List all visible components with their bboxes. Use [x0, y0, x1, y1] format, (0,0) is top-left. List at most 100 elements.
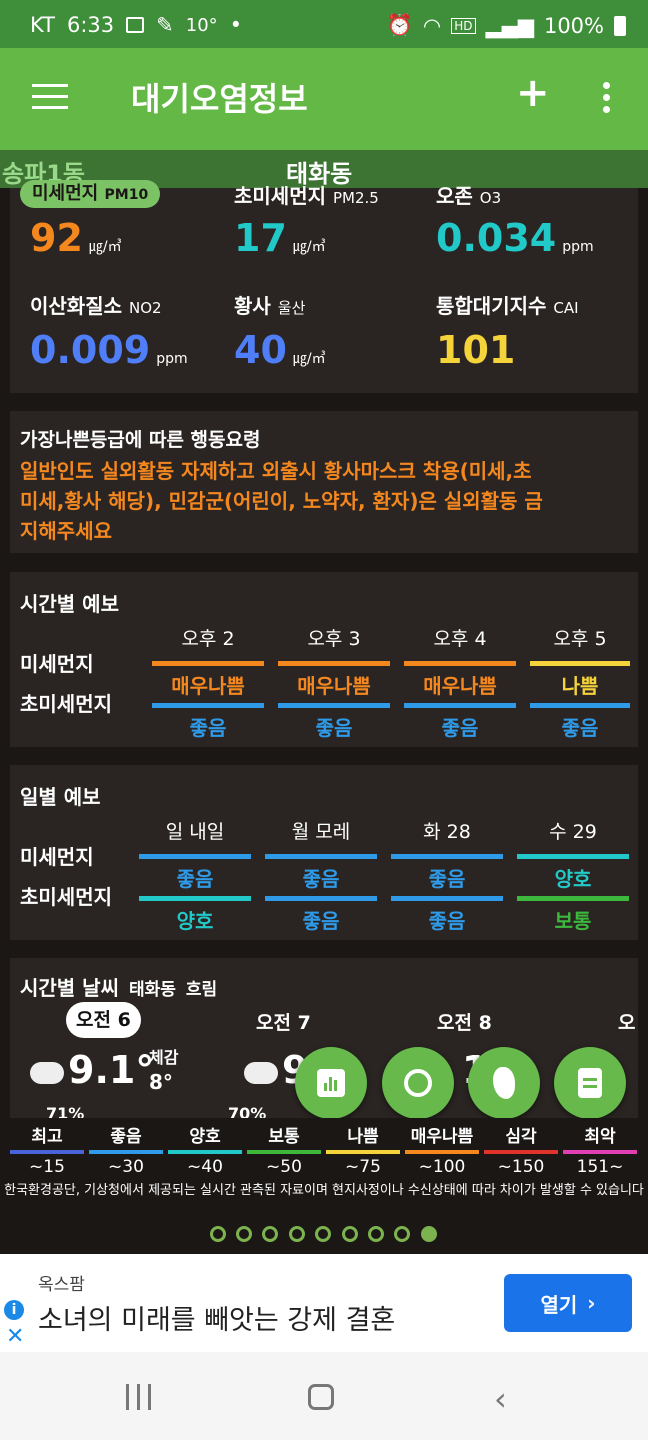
legend-item: 매우나쁨 ~100 [405, 1122, 479, 1177]
alarm-icon: ⏰ [386, 13, 413, 37]
legend-item: 좋음 ~30 [89, 1122, 163, 1177]
feels-like-label: 체감 [149, 1048, 179, 1067]
more-options-icon[interactable] [603, 82, 611, 113]
cloud-icon [244, 1062, 278, 1084]
korea-map-icon [493, 1067, 515, 1099]
page-indicator-dot[interactable] [210, 1226, 226, 1242]
ad-open-button[interactable]: 열기 › [504, 1274, 632, 1332]
pollutant-card: 미세먼지 PM10 초미세먼지 PM2.5 오존 O3 92 ㎍/㎥ 17 ㎍/㎥ … [10, 180, 638, 393]
page-indicator-dot[interactable] [394, 1226, 410, 1242]
ad-brand: 옥스팜 [38, 1275, 85, 1295]
hourly-col-3: 오후 5 나쁨 좋음 [530, 624, 630, 741]
hour-chip[interactable]: 오전 8 [437, 1012, 492, 1034]
battery-percent: 100% [543, 13, 604, 38]
clock: 6:33 [66, 13, 115, 37]
cai-label: 통합대기지수 CAI [436, 294, 579, 318]
legend-item: 심각 ~150 [484, 1122, 558, 1177]
gallery-icon [126, 17, 145, 33]
chart-button[interactable] [295, 1047, 367, 1119]
hour-chip[interactable]: 오전 7 [256, 1012, 311, 1034]
advice-title: 가장나쁜등급에 따른 행동요령 [20, 429, 261, 451]
page-indicator-dot[interactable] [236, 1226, 252, 1242]
leaf-icon: ✎ [156, 13, 174, 37]
korea-map-button[interactable] [468, 1047, 540, 1119]
app-bar: 대기오염정보 + [0, 48, 648, 150]
daily-col-0: 일 내일 좋음 양호 [139, 817, 251, 934]
row-label-pm25: 초미세먼지 [20, 692, 112, 716]
pm25-label: 초미세먼지 PM2.5 [234, 184, 379, 208]
ad-close-icon[interactable]: ✕ [6, 1324, 25, 1349]
page-indicator-dot[interactable] [289, 1226, 305, 1242]
legend-item: 최고 ~15 [10, 1122, 84, 1177]
hourly-col-1: 오후 3 매우나쁨 좋음 [278, 624, 390, 741]
hourly-forecast-title: 시간별 예보 [20, 592, 119, 616]
legend-item: 나쁨 ~75 [326, 1122, 400, 1177]
ad-banner[interactable]: 옥스팜 i ✕ 소녀의 미래를 빼앗는 강제 결혼 열기 › [0, 1254, 648, 1352]
hourly-col-0: 오후 2 매우나쁨 좋음 [152, 624, 264, 741]
row-label-pm10: 미세먼지 [20, 652, 94, 676]
status-temp: 10° [185, 14, 218, 36]
page-indicator-dot[interactable] [342, 1226, 358, 1242]
feels-like-value: 8° [149, 1070, 173, 1094]
hd-icon: HD [451, 17, 476, 34]
globe-icon [404, 1069, 432, 1097]
temperature: 9.1° [68, 1048, 155, 1092]
battery-icon [614, 15, 626, 36]
pm10-chip: 미세먼지 PM10 [20, 180, 161, 208]
carrier: KT [30, 13, 55, 37]
hour-chip[interactable]: 오 [618, 1012, 636, 1034]
page-indicator-dot[interactable] [315, 1226, 331, 1242]
back-icon[interactable]: ‹ [494, 1380, 507, 1418]
yellowdust-label: 황사 울산 [234, 294, 306, 318]
cai-value: 101 [436, 328, 516, 372]
row-label-pm25: 초미세먼지 [20, 885, 112, 909]
humidity: 70% [228, 1104, 267, 1118]
hourly-weather-header: 시간별 날씨 태화동 흐림 [20, 976, 218, 1000]
pm25-value: 17 ㎍/㎥ [234, 216, 326, 260]
hour-chip-selected[interactable]: 오전 6 [66, 1002, 141, 1038]
disclaimer: 한국환경공단, 기상청에서 제공되는 실시간 관측된 자료이며 현지사정이나 수… [4, 1183, 644, 1198]
wifi-icon: ◠ [422, 13, 442, 38]
legend-item: 보통 ~50 [247, 1122, 321, 1177]
home-icon[interactable] [308, 1384, 334, 1410]
ad-text: 소녀의 미래를 빼앗는 강제 결혼 [38, 1305, 396, 1336]
daily-forecast-card: 일별 예보 미세먼지 초미세먼지 일 내일 좋음 양호 월 모레 좋음 좋음 화… [10, 765, 638, 940]
advice-card: 가장나쁜등급에 따른 행동요령 일반인도 실외활동 자제하고 외출시 황사마스크… [10, 411, 638, 553]
row-label-pm10: 미세먼지 [20, 845, 94, 869]
page-indicator-dot[interactable] [262, 1226, 278, 1242]
advice-text: 일반인도 실외활동 자제하고 외출시 황사마스크 착용(미세,초 미세,황사 해… [20, 459, 543, 543]
page-indicator-dot[interactable] [368, 1226, 384, 1242]
yellowdust-value: 40 ㎍/㎥ [234, 328, 326, 372]
chevron-right-icon: › [587, 1291, 596, 1315]
pm10-value: 92 ㎍/㎥ [30, 216, 122, 260]
daily-col-2: 화 28 좋음 좋음 [391, 817, 503, 934]
tab-current-location[interactable]: 태화동 [286, 160, 353, 188]
legend-item: 양호 ~40 [168, 1122, 242, 1177]
signal-icon: ▂▄▆ [485, 13, 534, 38]
menu-icon[interactable] [32, 84, 68, 112]
add-icon[interactable]: + [516, 70, 550, 116]
clipboard-icon [578, 1068, 602, 1098]
daily-col-1: 월 모레 좋음 좋음 [265, 817, 377, 934]
app-title: 대기오염정보 [131, 80, 308, 118]
grade-legend: 최고 ~15 좋음 ~30 양호 ~40 보통 ~50 나쁨 ~75 매우나쁨 ~100 심… [0, 1118, 648, 1178]
cloud-icon [30, 1062, 64, 1084]
daily-col-3: 수 29 양호 보통 [517, 817, 629, 934]
globe-map-button[interactable] [382, 1047, 454, 1119]
recent-apps-icon[interactable] [126, 1384, 151, 1410]
clipboard-button[interactable] [554, 1047, 626, 1119]
hourly-forecast-card: 시간별 예보 미세먼지 초미세먼지 오후 2 매우나쁨 좋음 오후 3 매우나쁨… [10, 572, 638, 747]
legend-item: 최악 151~ [563, 1122, 637, 1177]
no2-value: 0.009 ppm [30, 328, 188, 372]
no2-label: 이산화질소 NO2 [30, 294, 162, 318]
page-indicator-dot-active[interactable] [421, 1226, 437, 1242]
chart-icon [317, 1069, 345, 1097]
status-bar: KT 6:33 ✎ 10° • ⏰ ◠ HD ▂▄▆ 100% [0, 0, 648, 48]
ad-info-icon[interactable]: i [4, 1300, 24, 1320]
o3-label: 오존 O3 [436, 184, 502, 208]
humidity: 71% [46, 1104, 85, 1118]
system-nav-bar: ‹ [0, 1352, 648, 1440]
weather-condition: 흐림 [185, 980, 218, 1000]
daily-forecast-title: 일별 예보 [20, 785, 101, 809]
weather-place: 태화동 [128, 980, 176, 1000]
